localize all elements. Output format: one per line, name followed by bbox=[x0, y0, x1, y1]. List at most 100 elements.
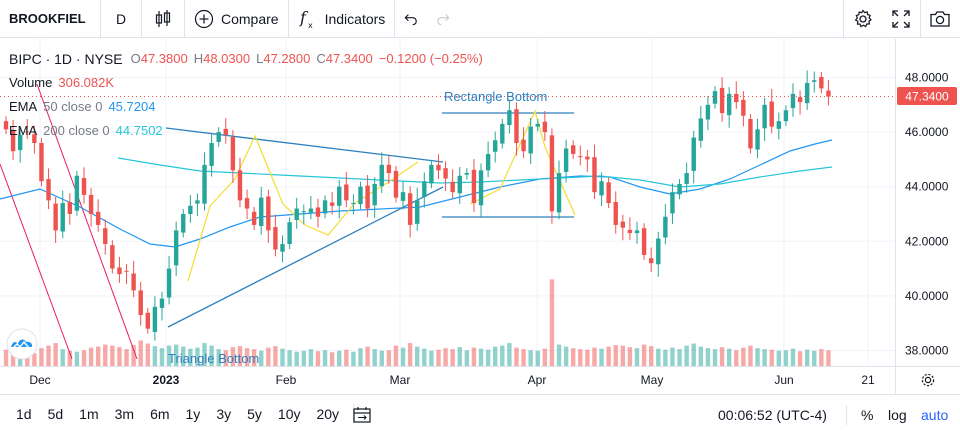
settings-button[interactable] bbox=[844, 0, 882, 38]
volume-bar bbox=[812, 350, 817, 366]
candle-body bbox=[117, 267, 122, 275]
volume-bar bbox=[670, 347, 675, 366]
candle-body bbox=[251, 211, 257, 225]
volume-bar bbox=[344, 349, 349, 366]
candle-body bbox=[648, 258, 654, 264]
range-3m[interactable]: 3m bbox=[114, 406, 135, 422]
candle-body bbox=[748, 118, 753, 149]
candle-body bbox=[450, 181, 455, 193]
time-tick-label: 21 bbox=[861, 373, 875, 387]
volume-bar bbox=[719, 347, 725, 366]
fib-line bbox=[36, 83, 138, 360]
range-10y[interactable]: 10y bbox=[277, 406, 301, 422]
symbol-button[interactable]: BROOKFIEL bbox=[9, 11, 86, 26]
volume-bar bbox=[393, 345, 399, 366]
clock-timezone[interactable]: 00:06:52 (UTC-4) bbox=[718, 406, 827, 423]
redo-icon bbox=[437, 13, 450, 25]
volume-bar bbox=[251, 349, 257, 366]
candle-body bbox=[812, 80, 817, 82]
candles-icon bbox=[155, 9, 171, 27]
candle-body bbox=[776, 121, 782, 129]
redo-button[interactable] bbox=[427, 0, 459, 38]
candle-body bbox=[188, 205, 193, 214]
candle-body bbox=[386, 164, 392, 174]
volume-bar bbox=[741, 347, 746, 366]
volume-bar bbox=[762, 349, 767, 366]
time-tick-label: Mar bbox=[390, 373, 411, 387]
ema50-line bbox=[0, 139, 833, 248]
candle-body bbox=[273, 227, 278, 250]
legend-ema200-row[interactable]: EMA 200 close 0 44.7502 bbox=[9, 119, 489, 143]
candle-body bbox=[485, 153, 491, 171]
candle-body bbox=[705, 104, 711, 120]
axis-settings-gear-icon[interactable] bbox=[921, 373, 935, 387]
candle-body bbox=[578, 156, 583, 158]
volume-bar bbox=[329, 352, 335, 366]
volume-bar bbox=[804, 349, 810, 366]
volume-bar bbox=[266, 347, 271, 366]
volume-bar bbox=[797, 351, 803, 366]
candle-body bbox=[230, 137, 236, 171]
volume-bar bbox=[110, 345, 115, 366]
price-tick-label: 40.0000 bbox=[905, 289, 949, 303]
range-20y[interactable]: 20y bbox=[316, 406, 340, 422]
camera-icon bbox=[930, 11, 950, 27]
log-toggle[interactable]: log bbox=[888, 406, 907, 423]
candle-body bbox=[443, 168, 448, 179]
volume-bar bbox=[684, 345, 689, 366]
interval-button[interactable]: D bbox=[115, 10, 127, 27]
range-3y[interactable]: 3y bbox=[216, 406, 232, 422]
time-axis[interactable]: Dec 2023 Feb Mar Apr May Jun 21 bbox=[29, 373, 875, 387]
range-5y[interactable]: 5y bbox=[247, 406, 262, 422]
candle-body bbox=[422, 181, 427, 198]
legend-volume-row[interactable]: Volume 306.082K bbox=[9, 71, 489, 95]
legend-ema50-row[interactable]: EMA 50 close 0 45.7204 bbox=[9, 95, 489, 119]
price-axis[interactable]: 48.0000 46.0000 44.0000 42.0000 40.0000 38.00… bbox=[905, 71, 949, 358]
volume-bar bbox=[386, 350, 392, 366]
candle-body bbox=[762, 104, 767, 129]
range-5d[interactable]: 5d bbox=[47, 406, 64, 422]
fullscreen-button[interactable] bbox=[882, 0, 920, 38]
chart-type-button[interactable] bbox=[142, 0, 184, 38]
candle-body bbox=[627, 229, 633, 234]
price-chart[interactable]: Rectangle Bottom Triangle Bottom 48.0000… bbox=[0, 39, 960, 394]
indicators-button[interactable]: f x Indicators bbox=[289, 0, 395, 38]
triangle-bottom-label: Triangle Bottom bbox=[168, 351, 259, 366]
volume-bar bbox=[273, 346, 278, 366]
volume-bar bbox=[514, 347, 519, 366]
brand-logo-icon[interactable] bbox=[6, 328, 38, 360]
volume-bar bbox=[124, 349, 129, 366]
range-1y[interactable]: 1y bbox=[185, 406, 201, 422]
volume-bar bbox=[783, 350, 789, 366]
volume-bar bbox=[726, 348, 732, 366]
candle-body bbox=[514, 109, 519, 144]
legend-title[interactable]: BIPC · 1D · NYSE bbox=[9, 51, 123, 67]
svg-text:x: x bbox=[308, 21, 313, 30]
candle-body bbox=[415, 200, 420, 224]
time-tick-label: Apr bbox=[528, 373, 547, 387]
candle-body bbox=[379, 164, 384, 187]
toolbar-divider bbox=[287, 0, 289, 38]
volume-bar bbox=[528, 350, 533, 366]
top-toolbar: BROOKFIEL D Compare f x bbox=[0, 0, 960, 38]
range-6m[interactable]: 6m bbox=[150, 406, 170, 422]
undo-button[interactable] bbox=[395, 0, 427, 38]
volume-bar bbox=[698, 346, 704, 366]
volume-bar bbox=[230, 347, 236, 366]
volume-bar bbox=[415, 346, 420, 366]
candle-body bbox=[698, 118, 704, 141]
volume-bar bbox=[691, 343, 696, 366]
volume-bar bbox=[500, 345, 505, 366]
range-1d[interactable]: 1d bbox=[16, 406, 32, 422]
chart-pane[interactable]: Rectangle Bottom Triangle Bottom 48.0000… bbox=[0, 39, 960, 394]
candle-body bbox=[663, 216, 668, 238]
goto-date-button[interactable] bbox=[352, 395, 372, 433]
auto-toggle[interactable]: auto bbox=[921, 406, 949, 423]
snapshot-button[interactable] bbox=[921, 0, 959, 38]
candle-body bbox=[429, 164, 434, 184]
volume-bar bbox=[429, 350, 434, 366]
candle-body bbox=[145, 312, 150, 329]
range-1m[interactable]: 1m bbox=[79, 406, 99, 422]
percent-toggle[interactable]: % bbox=[861, 406, 874, 423]
compare-button[interactable]: Compare bbox=[185, 0, 288, 38]
